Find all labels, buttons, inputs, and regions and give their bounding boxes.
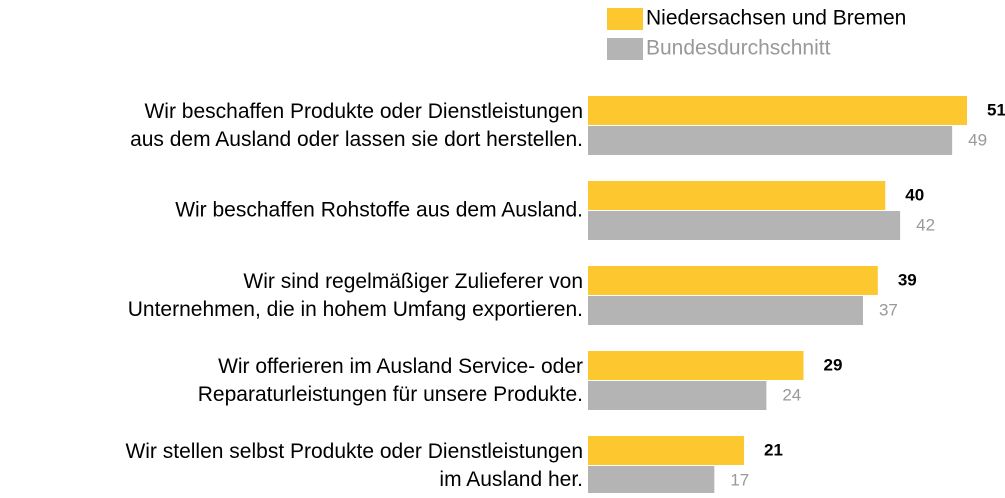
- category-label: Wir beschaffen Produkte oder Dienstleist…: [130, 100, 583, 151]
- bar: [588, 296, 863, 325]
- value-label: 49: [968, 130, 987, 149]
- value-label: 39: [898, 270, 917, 289]
- legend-label: Niedersachsen und Bremen: [646, 7, 906, 30]
- value-label: 42: [916, 215, 935, 234]
- bar: [588, 181, 886, 210]
- bar: [588, 96, 967, 125]
- legend-swatch: [607, 38, 643, 60]
- value-label: 21: [764, 440, 783, 459]
- category-label: Wir sind regelmäßiger Zulieferer von Unte…: [128, 270, 583, 321]
- bar: [588, 351, 804, 380]
- value-label: 37: [879, 300, 898, 319]
- legend-label: Bundesdurchschnitt: [646, 37, 831, 60]
- category-label: Wir beschaffen Rohstoffe aus dem Ausland…: [175, 199, 583, 222]
- bar: [588, 266, 878, 295]
- category-label: Wir stellen selbst Produkte oder Dienstl…: [125, 440, 583, 491]
- bar: [588, 211, 901, 240]
- value-label: 29: [824, 355, 843, 374]
- bar: [588, 466, 715, 495]
- value-label: 51: [987, 100, 1005, 119]
- bar: [588, 436, 745, 465]
- bar: [588, 381, 767, 410]
- value-label: 24: [782, 385, 801, 404]
- value-label: 40: [905, 185, 924, 204]
- category-label: Wir offerieren im Ausland Service- oder R…: [198, 355, 583, 406]
- value-label: 17: [730, 470, 749, 489]
- bar: [588, 126, 953, 155]
- legend-swatch: [607, 8, 643, 30]
